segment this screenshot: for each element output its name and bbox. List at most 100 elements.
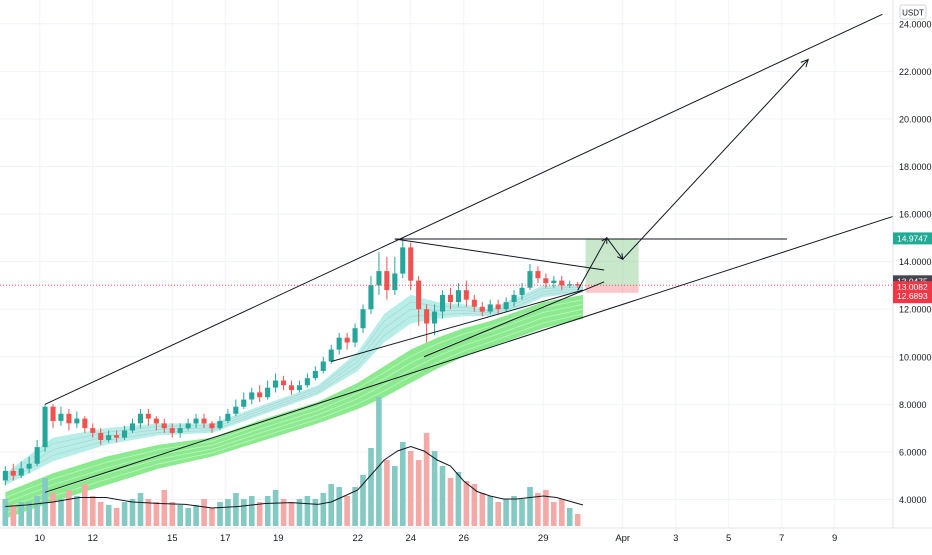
candle-body[interactable]	[185, 423, 191, 429]
candle-body[interactable]	[344, 337, 350, 343]
candle-body[interactable]	[503, 302, 509, 310]
candle-body[interactable]	[527, 271, 533, 288]
candle-body[interactable]	[177, 428, 183, 433]
candle-body[interactable]	[392, 273, 398, 291]
volume-bar	[495, 502, 501, 526]
candle-body[interactable]	[129, 423, 135, 431]
volume-bar	[360, 475, 366, 526]
candle-body[interactable]	[153, 418, 159, 424]
volume-bar	[10, 505, 17, 526]
trend-line[interactable]	[331, 289, 584, 362]
candle-body[interactable]	[114, 435, 120, 438]
candle-body[interactable]	[58, 413, 64, 421]
candle-body[interactable]	[288, 385, 294, 391]
long-position-tool[interactable]	[585, 238, 639, 293]
candle-body[interactable]	[312, 371, 318, 379]
price-axis-ticks[interactable]: 24.0000 22.0000 20.0000 18.0000 16.0000 14.00…	[899, 19, 932, 505]
volume-bar	[50, 493, 56, 526]
candle-body[interactable]	[225, 413, 231, 421]
time-axis-ticks[interactable]: 10 12 15 17 19 22 24 26 29 Apr 3 5 7 9	[34, 533, 837, 544]
stop-loss-zone[interactable]	[585, 285, 639, 293]
candle-body[interactable]	[296, 385, 302, 391]
trend-lines[interactable]	[44, 13, 894, 493]
candle-body[interactable]	[328, 349, 334, 362]
candle-body[interactable]	[376, 271, 382, 286]
volume-bar	[272, 490, 279, 526]
candle-body[interactable]	[169, 428, 175, 433]
candle-body[interactable]	[10, 470, 16, 476]
candle-body[interactable]	[575, 284, 581, 286]
candle-body[interactable]	[304, 378, 310, 386]
candle-body[interactable]	[265, 387, 271, 398]
candle-body[interactable]	[26, 463, 32, 469]
trend-line[interactable]	[44, 215, 894, 493]
price-tick-label: 4.0000	[899, 495, 927, 505]
price-tick-label: 16.0000	[899, 210, 932, 220]
candle-body[interactable]	[360, 309, 366, 329]
candle-body[interactable]	[273, 380, 279, 388]
candle-body[interactable]	[233, 406, 239, 414]
candle-body[interactable]	[209, 423, 215, 429]
candle-body[interactable]	[201, 418, 207, 424]
candle-body[interactable]	[408, 247, 414, 281]
candle-body[interactable]	[463, 290, 469, 300]
candle-body[interactable]	[217, 421, 223, 429]
price-tick-label: 20.0000	[899, 114, 932, 124]
candle-body[interactable]	[320, 361, 326, 372]
candle-body[interactable]	[257, 392, 263, 398]
candle-body[interactable]	[336, 337, 342, 350]
candle-body[interactable]	[50, 406, 56, 421]
candle-body[interactable]	[384, 271, 390, 291]
candle-body[interactable]	[18, 468, 24, 476]
candle-body[interactable]	[471, 299, 477, 307]
candle-body[interactable]	[511, 294, 517, 302]
candle-body[interactable]	[241, 399, 247, 407]
candle-body[interactable]	[535, 271, 541, 279]
candle-body[interactable]	[559, 280, 565, 286]
projection-path[interactable]	[577, 59, 809, 291]
candle-body[interactable]	[137, 413, 143, 424]
candle-body[interactable]	[98, 432, 104, 440]
trend-line[interactable]	[394, 238, 605, 271]
candle-body[interactable]	[416, 280, 422, 310]
volume-bar	[209, 508, 215, 526]
candle-body[interactable]	[447, 294, 453, 302]
profit-zone[interactable]	[585, 238, 639, 286]
candle-body[interactable]	[193, 418, 199, 424]
candle-body[interactable]	[74, 418, 80, 424]
candle-body[interactable]	[2, 470, 8, 481]
candle-body[interactable]	[352, 328, 358, 343]
candle-body[interactable]	[82, 418, 88, 429]
candle-body[interactable]	[368, 285, 374, 310]
candle-body[interactable]	[424, 309, 430, 324]
candle-body[interactable]	[551, 280, 557, 283]
volume-bar	[471, 484, 478, 526]
candle-body[interactable]	[440, 294, 446, 312]
candlesticks[interactable]	[2, 240, 581, 486]
price-tick-label: 6.0000	[899, 447, 927, 457]
candle-body[interactable]	[479, 306, 485, 312]
trend-line[interactable]	[44, 13, 883, 405]
candle-body[interactable]	[567, 284, 573, 286]
candle-body[interactable]	[90, 428, 96, 433]
candle-body[interactable]	[400, 247, 406, 274]
candle-body[interactable]	[66, 413, 72, 424]
candle-body[interactable]	[455, 290, 461, 303]
candle-body[interactable]	[543, 278, 549, 284]
candle-body[interactable]	[487, 304, 493, 312]
trend-line[interactable]	[423, 281, 605, 358]
currency-badge[interactable]	[899, 4, 927, 20]
candle-body[interactable]	[106, 435, 112, 440]
candle-body[interactable]	[161, 423, 167, 429]
candle-body[interactable]	[432, 311, 438, 324]
candle-body[interactable]	[145, 413, 151, 419]
candle-body[interactable]	[34, 447, 40, 464]
candle-body[interactable]	[281, 380, 287, 386]
candle-body[interactable]	[519, 287, 525, 295]
candle-body[interactable]	[122, 430, 128, 438]
candle-body[interactable]	[249, 392, 255, 400]
candle-body[interactable]	[495, 304, 501, 310]
candle-body[interactable]	[42, 406, 48, 448]
